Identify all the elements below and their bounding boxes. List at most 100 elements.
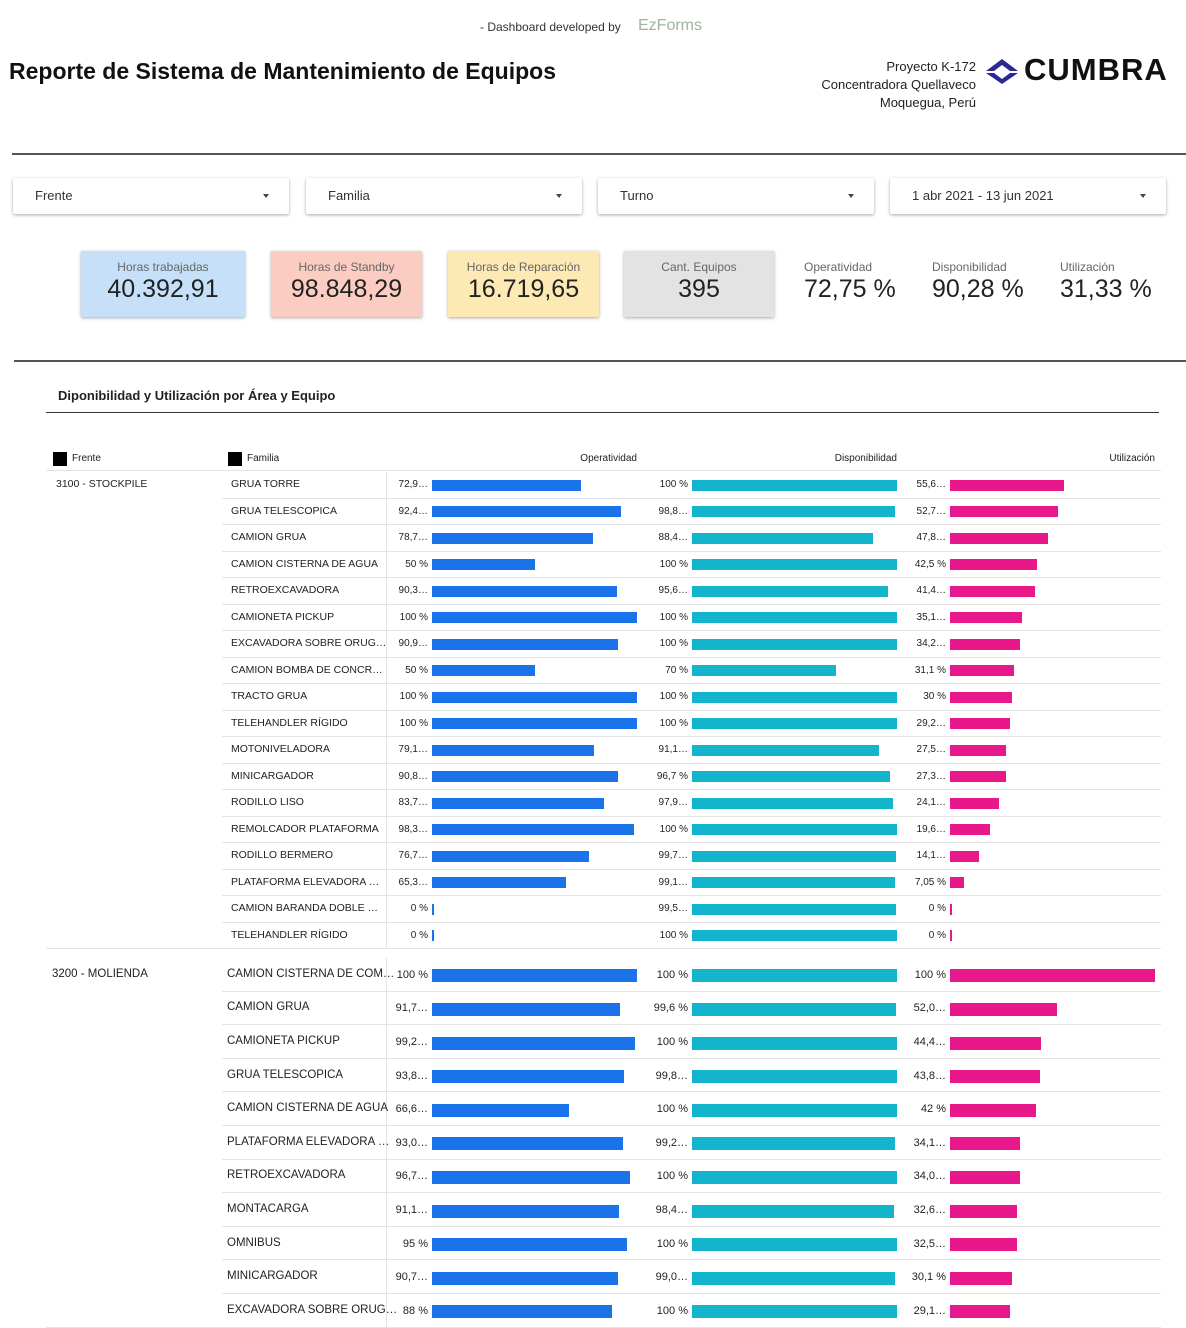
bar <box>692 1170 897 1184</box>
familia: GRUA TELESCOPICA <box>227 1068 344 1081</box>
column-header: Operatividad <box>580 453 637 464</box>
value-label: 32,5… <box>913 1237 946 1250</box>
value-label: 88 % <box>402 1304 428 1317</box>
value-label: 100 % <box>656 1036 688 1048</box>
bar <box>692 1238 897 1252</box>
value-label: 34,0… <box>913 1170 946 1183</box>
bar <box>692 930 897 942</box>
value-label: 100 % <box>659 611 688 623</box>
familia: CAMION GRUA <box>231 531 307 544</box>
bar <box>950 1204 1017 1218</box>
value-label: 31,1 % <box>914 664 946 676</box>
filter[interactable]: Turno <box>598 178 874 214</box>
value-label: 96,7… <box>395 1170 428 1183</box>
divider <box>14 360 1186 362</box>
divider <box>222 789 1161 790</box>
bar <box>432 479 582 491</box>
value-label: 0 % <box>928 903 946 915</box>
divider <box>222 762 1161 764</box>
familia: REMOLCADOR PLATAFORMA <box>231 822 379 835</box>
divider <box>222 1125 1161 1126</box>
value-label: 100 % <box>656 1170 688 1183</box>
value-label: 90,9… <box>398 638 428 650</box>
value-label: 76,7… <box>398 850 428 862</box>
bar <box>692 824 897 836</box>
legend-swatch <box>53 452 67 466</box>
bar <box>950 665 1014 677</box>
bar <box>950 506 1059 518</box>
bar <box>950 691 1012 703</box>
bar <box>432 1036 636 1050</box>
bar <box>692 691 897 703</box>
frente: 3200 - MOLIENDA <box>52 967 148 980</box>
filter[interactable]: Frente <box>13 178 289 214</box>
value-label: 50 % <box>405 664 428 676</box>
bar <box>692 585 888 597</box>
bar <box>432 691 637 703</box>
kpi-label: Disponibilidad <box>932 260 1007 274</box>
familia: TRACTO GRUA <box>231 690 308 703</box>
familia: RODILLO BERMERO <box>231 849 334 862</box>
value-label: 14,1… <box>916 850 946 862</box>
kpi: Horas de Reparación 16.719,65 <box>448 251 599 317</box>
divider <box>46 412 1159 413</box>
familia: CAMION CISTERNA DE AGUA <box>227 1102 389 1115</box>
legend-swatch <box>228 452 242 466</box>
bar <box>432 1002 620 1016</box>
separator <box>386 472 387 949</box>
column-header: Frente <box>72 453 101 464</box>
logo-shape <box>986 59 1018 84</box>
value-label: 96,7 % <box>656 770 688 782</box>
value-label: 99,2… <box>395 1036 428 1048</box>
divider <box>222 1024 1161 1026</box>
bar <box>692 638 897 650</box>
filter[interactable]: 1 abr 2021 - 13 jun 2021 <box>890 178 1166 214</box>
value-label: 91,1… <box>658 744 688 756</box>
value-label: 99,0… <box>655 1271 688 1284</box>
value-label: 93,8… <box>395 1069 428 1082</box>
filter[interactable]: Familia <box>306 178 582 214</box>
value-label: 95,6… <box>658 585 688 597</box>
divider <box>222 842 1161 843</box>
bar <box>950 1238 1017 1252</box>
familia: MONTACARGA <box>227 1203 309 1215</box>
value-label: 100 % <box>659 558 688 570</box>
familia: PLATAFORMA ELEVADORA … <box>227 1135 390 1148</box>
bar <box>432 1137 623 1151</box>
familia: OMNIBUS <box>227 1236 281 1249</box>
kpi-value: 16.719,65 <box>467 275 580 303</box>
kpi: Cant. Equipos 395 <box>624 251 774 317</box>
familia: CAMIONETA PICKUP <box>231 610 335 623</box>
familia: GRUA TELESCOPICA <box>231 504 338 517</box>
bar <box>692 559 897 571</box>
divider <box>222 656 1161 658</box>
value-label: 100 % <box>396 968 428 981</box>
bar <box>432 665 535 677</box>
bar <box>950 532 1048 544</box>
value-label: 88,4… <box>658 532 688 544</box>
value-label: 44,4… <box>913 1036 946 1048</box>
familia: MOTONIVELADORA <box>231 743 330 756</box>
value-label: 42,5 % <box>914 558 946 570</box>
bar <box>950 1070 1040 1084</box>
value-label: 97,9… <box>658 797 688 809</box>
bar <box>432 903 434 915</box>
value-label: 100 % <box>399 691 428 703</box>
value-label: 100 % <box>656 968 688 981</box>
familia: EXCAVADORA SOBRE ORUG… <box>231 637 387 650</box>
divider <box>222 895 1161 896</box>
bar <box>432 1305 613 1319</box>
value-label: 100 % <box>656 1304 688 1317</box>
bar <box>692 1070 897 1084</box>
value-label: 55,6… <box>916 479 946 491</box>
kpi: Horas trabajadas 40.392,91 <box>81 251 245 317</box>
bar <box>432 1238 627 1252</box>
project-line: Concentradora Quellaveco <box>821 77 976 92</box>
credit: - Dashboard developed by <box>480 20 621 34</box>
divider <box>222 1293 1161 1294</box>
bar <box>432 850 590 862</box>
value-label: 83,7… <box>398 797 428 809</box>
brand-logo <box>986 59 1018 84</box>
value-label: 27,3… <box>916 770 946 782</box>
value-label: 66,6… <box>395 1103 428 1116</box>
